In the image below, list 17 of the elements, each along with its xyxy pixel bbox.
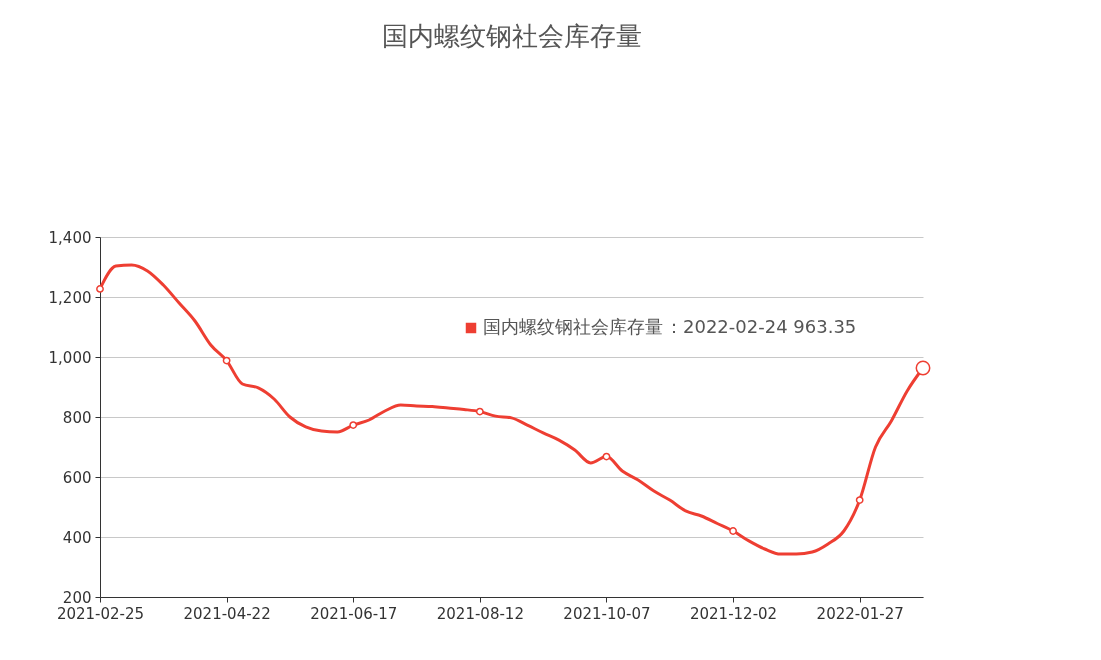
x-tick-label: 2021-10-07 [563, 604, 651, 623]
y-tick-label: 1,200 [48, 288, 92, 307]
x-tick-label: 2022-01-27 [816, 604, 904, 623]
x-tick-label: 2021-04-22 [183, 604, 271, 623]
x-tick-label: 2021-08-12 [436, 604, 524, 623]
y-tick-label: 600 [62, 468, 92, 487]
y-tick-label: 1,000 [48, 348, 92, 367]
x-tick-label: 2021-12-02 [689, 604, 778, 623]
chart-title: 国内螺纹钢社会库存量 [381, 21, 642, 51]
legend-label: 国内螺纹钢社会库存量 [483, 315, 663, 337]
y-tick-label: 400 [62, 528, 92, 547]
x-tick-label: 2021-02-25 [56, 604, 145, 623]
y-tick-label: 1,400 [48, 228, 92, 247]
annotation: ：2022-02-24 963.35 [665, 315, 857, 337]
x-tick-label: 2021-06-17 [310, 604, 398, 623]
y-tick-label: 200 [62, 588, 92, 607]
y-tick-label: 800 [62, 408, 92, 427]
